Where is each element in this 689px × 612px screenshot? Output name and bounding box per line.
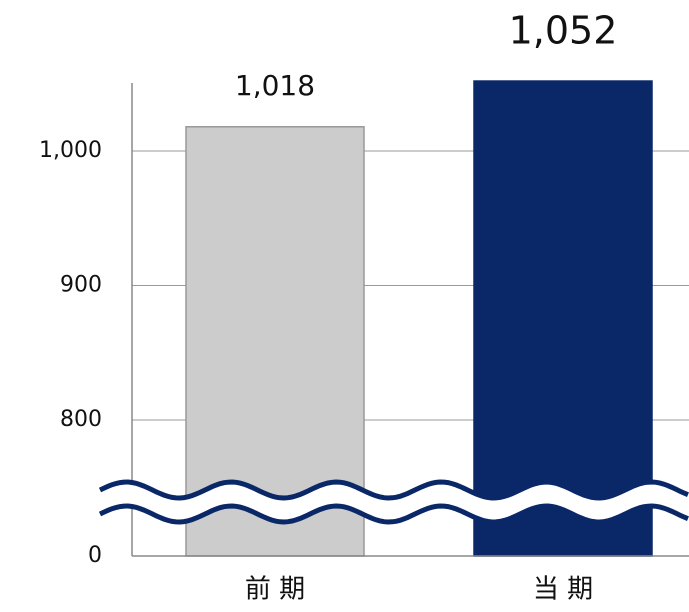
y-tick-label: 0: [88, 543, 102, 568]
data-label: 1,018: [235, 69, 315, 102]
y-tick-label: 1,000: [39, 138, 102, 163]
bar: [473, 80, 653, 557]
data-label: 1,052: [509, 9, 618, 53]
x-tick-label: 当 期: [533, 575, 593, 605]
x-tick-label: 前 期: [245, 575, 305, 605]
y-tick-label: 800: [60, 407, 102, 432]
break-band: [95, 482, 689, 522]
break-line: [98, 479, 689, 501]
y-tick-label: 900: [60, 272, 102, 297]
break-line: [98, 503, 689, 525]
